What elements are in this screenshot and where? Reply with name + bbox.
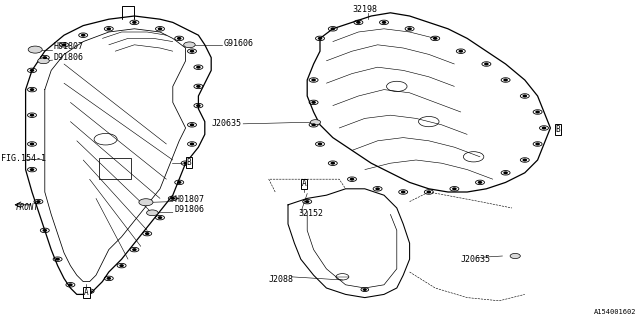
Circle shape [319,38,321,39]
Circle shape [536,143,539,145]
Circle shape [306,201,308,202]
Text: B: B [556,125,561,134]
Circle shape [88,291,91,292]
Circle shape [319,143,321,145]
Circle shape [178,182,180,183]
Circle shape [197,86,200,87]
Circle shape [453,188,456,189]
Circle shape [383,22,385,23]
Circle shape [460,51,462,52]
Circle shape [197,67,200,68]
Circle shape [172,198,174,199]
Circle shape [159,217,161,218]
Circle shape [543,127,545,129]
Circle shape [536,111,539,113]
Circle shape [434,38,436,39]
Circle shape [82,35,84,36]
Circle shape [191,143,193,145]
Circle shape [31,143,33,145]
Text: G91606: G91606 [223,39,253,48]
Circle shape [485,63,488,65]
Text: A154001602: A154001602 [595,308,637,315]
Circle shape [312,124,315,125]
Circle shape [510,253,520,259]
Circle shape [524,159,526,161]
Circle shape [524,95,526,97]
Circle shape [31,115,33,116]
Circle shape [364,289,366,290]
Circle shape [56,259,59,260]
Circle shape [108,278,110,279]
Circle shape [310,120,321,125]
Circle shape [332,28,334,29]
Text: H01807: H01807 [174,195,204,204]
Circle shape [191,124,193,125]
Circle shape [197,105,200,106]
Circle shape [69,284,72,285]
Circle shape [408,28,411,29]
Text: J20635: J20635 [211,119,241,128]
Circle shape [63,44,65,45]
Text: D91806: D91806 [174,205,204,214]
Bar [99,158,131,179]
Text: A: A [301,180,307,188]
Circle shape [146,233,148,234]
Circle shape [428,191,430,193]
Circle shape [133,22,136,23]
Circle shape [184,163,187,164]
Circle shape [159,28,161,29]
Circle shape [38,58,49,64]
Text: FIG.154-1: FIG.154-1 [1,154,45,163]
Text: J2088: J2088 [269,275,294,284]
Circle shape [332,163,334,164]
Circle shape [120,265,123,266]
Text: B: B [186,158,191,167]
Circle shape [504,172,507,173]
Circle shape [31,89,33,90]
Circle shape [31,169,33,170]
Circle shape [376,188,379,189]
Circle shape [31,70,33,71]
Circle shape [133,249,136,250]
Text: A: A [84,288,89,297]
Circle shape [479,182,481,183]
Circle shape [357,22,360,23]
Circle shape [351,179,353,180]
Circle shape [312,79,315,81]
Circle shape [147,210,158,216]
Text: D91806: D91806 [53,53,83,62]
Text: FRONT: FRONT [15,203,38,212]
Circle shape [108,28,110,29]
Circle shape [44,57,46,58]
Circle shape [312,102,315,103]
Circle shape [178,38,180,39]
Circle shape [37,201,40,202]
Circle shape [184,42,195,48]
Circle shape [44,230,46,231]
Circle shape [402,191,404,193]
Text: 32152: 32152 [298,209,323,218]
Text: 32198: 32198 [352,5,377,14]
Circle shape [191,51,193,52]
Circle shape [504,79,507,81]
Text: H01807: H01807 [53,42,83,51]
Text: J20635: J20635 [461,255,491,264]
Circle shape [139,199,153,206]
Circle shape [28,46,42,53]
